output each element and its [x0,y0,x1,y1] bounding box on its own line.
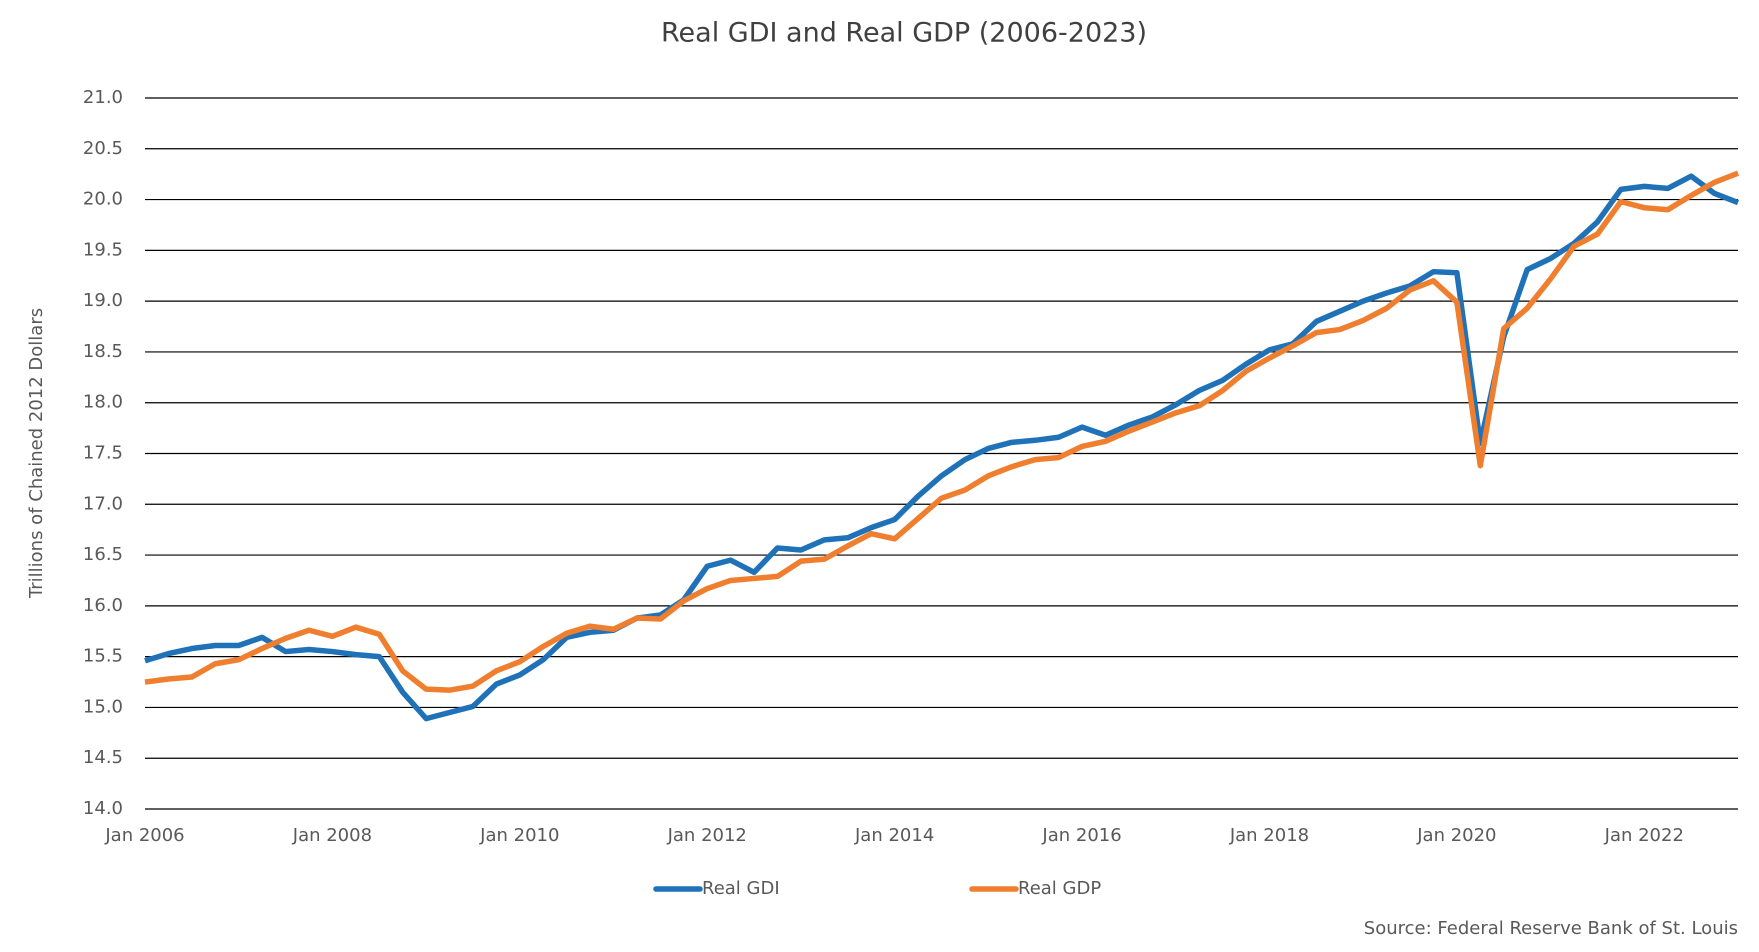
y-tick-label: 19.5 [83,239,123,260]
y-tick-label: 17.5 [83,443,123,464]
x-tick-label: Jan 2020 [1416,825,1496,846]
y-tick-label: 19.0 [83,290,123,311]
legend-label: Real GDP [1018,878,1101,899]
y-tick-label: 16.5 [83,544,123,565]
x-tick-label: Jan 2018 [1229,825,1309,846]
y-tick-label: 17.0 [83,493,123,514]
y-tick-label: 21.0 [83,87,123,108]
y-tick-label: 15.5 [83,646,123,667]
y-tick-label: 14.5 [83,747,123,768]
x-tick-label: Jan 2006 [104,825,184,846]
data-line [144,173,1739,722]
data-line [144,170,1739,693]
y-tick-label: 18.0 [83,392,123,413]
y-tick-label: 18.5 [83,341,123,362]
source-note: Source: Federal Reserve Bank of St. Loui… [1364,918,1738,939]
y-tick-label: 16.0 [83,595,123,616]
chart-title: Real GDI and Real GDP (2006-2023) [661,18,1147,49]
x-tick-label: Jan 2016 [1041,825,1121,846]
legend-label: Real GDI [702,878,780,899]
y-axis-label: Trillions of Chained 2012 Dollars [26,308,47,599]
x-tick-label: Jan 2008 [292,825,372,846]
x-tick-label: Jan 2014 [854,825,934,846]
x-tick-label: Jan 2022 [1604,825,1684,846]
y-tick-label: 20.5 [83,138,123,159]
y-tick-label: 15.0 [83,696,123,717]
x-tick-label: Jan 2010 [479,825,559,846]
y-tick-label: 14.0 [83,798,123,819]
y-tick-label: 20.0 [83,189,123,210]
x-tick-label: Jan 2012 [667,825,747,846]
